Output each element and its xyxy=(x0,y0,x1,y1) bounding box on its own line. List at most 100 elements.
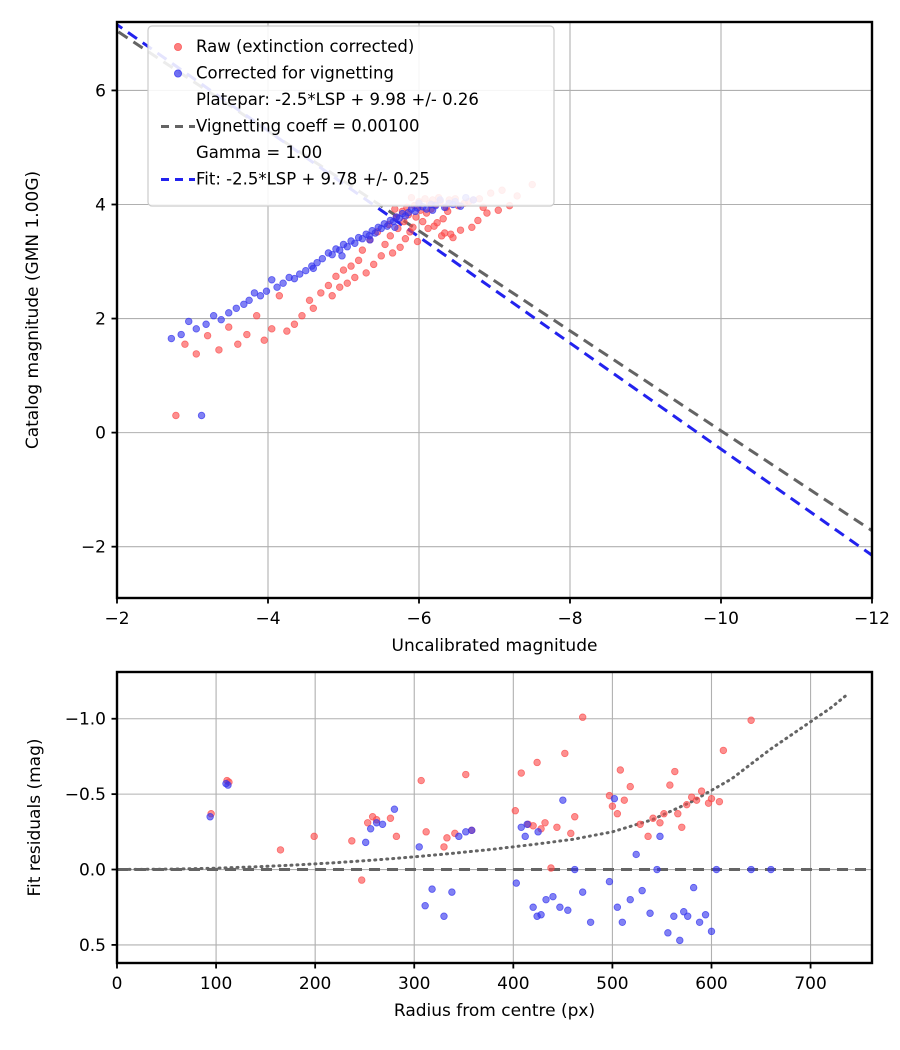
data-point xyxy=(415,843,423,851)
data-point xyxy=(439,215,447,223)
y-tick-label: 0.5 xyxy=(79,936,106,956)
x-tick-label: −12 xyxy=(854,609,890,629)
data-point xyxy=(390,805,399,813)
data-point xyxy=(553,823,561,832)
data-point xyxy=(167,334,176,343)
data-point xyxy=(354,233,363,242)
data-point xyxy=(701,911,710,919)
data-point xyxy=(391,205,399,213)
x-tick-label: 500 xyxy=(596,974,628,994)
data-point xyxy=(564,906,572,914)
data-point xyxy=(206,813,214,821)
data-point xyxy=(613,810,622,818)
legend-entry-label: Gamma = 1.00 xyxy=(196,143,322,162)
data-point xyxy=(324,281,333,290)
data-point xyxy=(697,787,706,795)
data-point xyxy=(328,292,336,300)
x-tick-label: 400 xyxy=(497,974,529,994)
data-point xyxy=(343,279,351,287)
data-point xyxy=(440,912,448,920)
data-point xyxy=(523,820,531,828)
data-point xyxy=(559,796,567,804)
y-tick-label: −0.5 xyxy=(65,785,106,805)
data-point xyxy=(203,331,212,340)
data-point xyxy=(529,903,537,911)
data-point xyxy=(626,895,634,904)
data-point xyxy=(172,411,180,420)
x-tick-label: −8 xyxy=(557,609,582,629)
x-tick-label: 100 xyxy=(200,974,232,994)
data-point xyxy=(177,330,185,339)
axis-ticks: 0 100 200 300 400 500 600 700 0.5 0.0 −0.5 −1.0 xyxy=(65,710,827,994)
data-point xyxy=(285,273,293,282)
data-point xyxy=(747,865,755,874)
y-tick-label: 2 xyxy=(95,310,106,330)
axes-frame xyxy=(115,670,874,965)
data-point xyxy=(613,903,622,911)
x-axis-label: Uncalibrated magnitude xyxy=(392,636,598,656)
data-point xyxy=(354,256,363,265)
data-point xyxy=(578,888,587,896)
data-point xyxy=(262,287,271,295)
data-point xyxy=(656,819,664,827)
data-point xyxy=(428,206,437,214)
data-point xyxy=(517,769,525,777)
data-point xyxy=(707,794,716,803)
data-point xyxy=(674,810,682,818)
data-point xyxy=(309,264,317,273)
data-point xyxy=(541,819,549,827)
data-point xyxy=(268,276,276,284)
data-point xyxy=(372,819,381,827)
data-point xyxy=(448,888,456,896)
data-point xyxy=(332,272,340,281)
data-point xyxy=(608,802,617,810)
data-point xyxy=(474,216,482,225)
data-point xyxy=(332,245,340,253)
x-tick-label: −4 xyxy=(255,609,280,629)
data-point xyxy=(715,797,724,806)
data-point xyxy=(305,296,314,305)
data-point xyxy=(533,758,541,767)
data-point xyxy=(653,865,661,874)
x-tick-label: −6 xyxy=(406,609,431,629)
data-point xyxy=(664,929,672,937)
axis-ticks: −2 −4 −6 −8 −10 −12 −2 0 2 4 6 xyxy=(81,81,890,629)
data-point xyxy=(676,936,684,945)
data-point xyxy=(283,327,291,335)
y-tick-label: 4 xyxy=(95,195,106,215)
data-point xyxy=(351,273,359,282)
data-point xyxy=(268,325,276,333)
data-point xyxy=(747,716,755,724)
data-point xyxy=(318,254,327,263)
data-point xyxy=(421,902,429,910)
data-point xyxy=(313,258,321,267)
data-point xyxy=(339,266,348,274)
data-point xyxy=(517,823,525,832)
y-tick-label: 6 xyxy=(95,81,106,101)
data-point xyxy=(290,320,299,328)
data-point xyxy=(358,246,367,254)
data-point xyxy=(298,312,306,320)
data-point xyxy=(361,838,370,847)
data-point xyxy=(620,796,628,804)
data-point xyxy=(666,781,674,789)
data-point xyxy=(468,826,476,835)
data-point xyxy=(366,236,374,244)
data-point xyxy=(462,828,470,836)
data-point xyxy=(413,237,422,246)
legend-entry-label: Vignetting coeff = 0.00100 xyxy=(196,117,420,136)
y-axis-label: Catalog magnitude (GMN 1.00G) xyxy=(23,171,43,449)
data-point xyxy=(567,829,575,838)
legend-marker-dot xyxy=(173,69,182,78)
data-point xyxy=(302,266,310,275)
data-point xyxy=(578,713,587,721)
data-point xyxy=(542,895,550,904)
data-point xyxy=(678,823,686,832)
data-point xyxy=(309,304,317,312)
data-point xyxy=(571,865,579,874)
data-point xyxy=(440,843,448,851)
data-point xyxy=(443,834,451,842)
data-point xyxy=(358,876,366,884)
